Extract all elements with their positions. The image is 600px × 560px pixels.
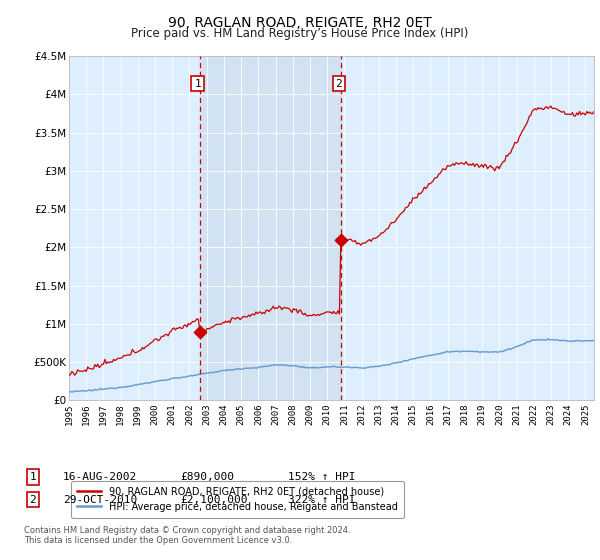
Text: 1: 1	[29, 472, 37, 482]
Text: £890,000: £890,000	[180, 472, 234, 482]
Point	[196, 328, 205, 337]
Text: 322% ↑ HPI: 322% ↑ HPI	[288, 494, 355, 505]
Text: Contains HM Land Registry data © Crown copyright and database right 2024.: Contains HM Land Registry data © Crown c…	[24, 526, 350, 535]
Text: 2: 2	[29, 494, 37, 505]
Text: This data is licensed under the Open Government Licence v3.0.: This data is licensed under the Open Gov…	[24, 536, 292, 545]
Point	[337, 235, 346, 244]
Text: Price paid vs. HM Land Registry’s House Price Index (HPI): Price paid vs. HM Land Registry’s House …	[131, 27, 469, 40]
Bar	[200, 56, 341, 400]
Text: 152% ↑ HPI: 152% ↑ HPI	[288, 472, 355, 482]
Text: 16-AUG-2002: 16-AUG-2002	[63, 472, 137, 482]
Text: 90, RAGLAN ROAD, REIGATE, RH2 0ET: 90, RAGLAN ROAD, REIGATE, RH2 0ET	[168, 16, 432, 30]
Text: 1: 1	[194, 78, 201, 88]
Text: 29-OCT-2010: 29-OCT-2010	[63, 494, 137, 505]
Text: £2,100,000: £2,100,000	[180, 494, 248, 505]
Legend: 90, RAGLAN ROAD, REIGATE, RH2 0ET (detached house), HPI: Average price, detached: 90, RAGLAN ROAD, REIGATE, RH2 0ET (detac…	[71, 481, 404, 517]
Text: 2: 2	[335, 78, 342, 88]
